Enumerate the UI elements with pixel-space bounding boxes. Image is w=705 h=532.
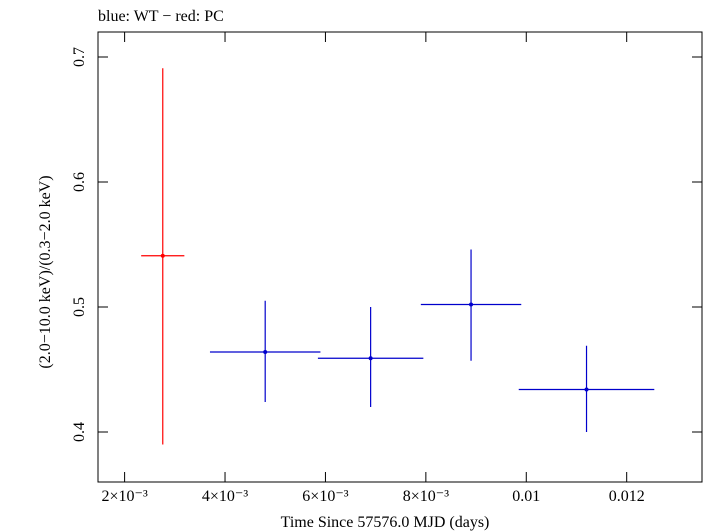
y-axis-label: (2.0−10.0 keV)/(0.3−2.0 keV): [37, 175, 54, 368]
x-tick-label: 8×10⁻³: [403, 488, 449, 505]
series-pc: [141, 68, 185, 445]
x-tick-label: 4×10⁻³: [202, 488, 248, 505]
plot-frame: [97, 31, 703, 483]
series-wt: [209, 249, 655, 432]
y-tick-label: 0.6: [71, 172, 88, 192]
x-tick-label: 6×10⁻³: [302, 488, 348, 505]
data-point: [368, 356, 373, 361]
y-tick-label: 0.5: [71, 297, 88, 317]
data-point: [160, 253, 165, 258]
x-axis: 2×10⁻³ 4×10⁻³ 6×10⁻³ 8×10⁻³ 0.01 0.012: [101, 32, 645, 505]
y-tick-label: 0.4: [71, 422, 88, 442]
x-tick-label: 2×10⁻³: [101, 488, 147, 505]
data-point: [263, 350, 268, 354]
y-tick-label: 0.7: [71, 47, 88, 67]
x-axis-label: Time Since 57576.0 MJD (days): [281, 514, 490, 531]
chart-title: blue: WT − red: PC: [98, 8, 224, 25]
x-tick-label: 0.01: [512, 488, 540, 505]
series-layer: [141, 68, 655, 445]
x-tick-label: 0.012: [609, 488, 645, 505]
data-point: [584, 387, 589, 392]
data-point: [469, 302, 474, 307]
y-axis: 0.4 0.5 0.6 0.7: [71, 47, 702, 442]
